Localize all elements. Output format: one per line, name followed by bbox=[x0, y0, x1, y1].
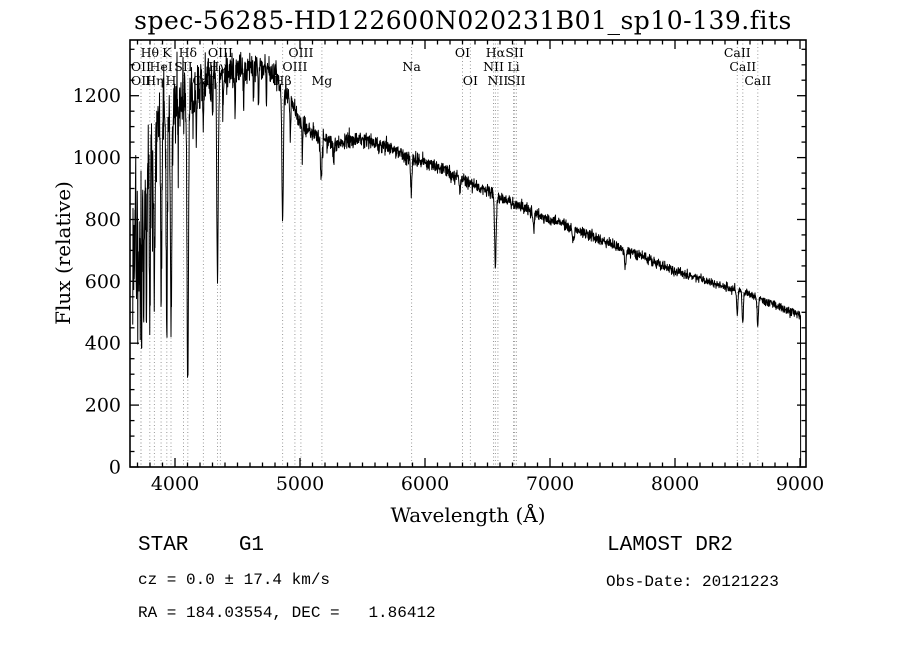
y-tick-label: 600 bbox=[85, 271, 121, 293]
spectral-line-label: Mg bbox=[311, 73, 332, 88]
y-tick-label: 1000 bbox=[73, 147, 121, 169]
x-tick-label: 9000 bbox=[776, 473, 824, 495]
x-tick-label: 4000 bbox=[151, 473, 199, 495]
object-class-label: STAR G1 bbox=[138, 534, 265, 557]
spectral-line-label: NII bbox=[483, 59, 504, 74]
spectral-line-label: OI bbox=[463, 73, 478, 88]
spectral-line-label: CaII bbox=[744, 73, 771, 88]
spectral-line-label: OII bbox=[131, 59, 151, 74]
obs-date-label: Obs-Date: 20121223 bbox=[606, 573, 779, 591]
spectrum-trace bbox=[132, 51, 802, 466]
x-tick-label: 5000 bbox=[276, 473, 324, 495]
y-tick-label: 800 bbox=[85, 209, 121, 231]
spectral-line-label: CaII bbox=[724, 45, 751, 60]
spectral-line-label: SII bbox=[505, 45, 524, 60]
spectral-line-label: K bbox=[162, 45, 172, 60]
tick-labels: 4000 5000 6000 7000 8000 9000 0 200 400 600 800 100… bbox=[73, 85, 825, 495]
spectral-line-label: NII bbox=[487, 73, 508, 88]
spectral-line-label: HeI bbox=[149, 59, 172, 74]
spectral-line-label: CaI bbox=[192, 73, 214, 88]
spectral-line-label: Hα bbox=[486, 45, 506, 60]
spectral-line-label: OI bbox=[455, 45, 470, 60]
spectral-line-markers bbox=[140, 40, 759, 467]
spectral-line-label: Li bbox=[507, 59, 519, 74]
spectral-line-label: Na bbox=[402, 59, 421, 74]
y-tick-label: 400 bbox=[85, 333, 121, 355]
survey-release-label: LAMOST DR2 bbox=[607, 534, 734, 557]
spectral-line-label: Hθ bbox=[141, 45, 159, 60]
spectral-line-label: Hη bbox=[145, 73, 163, 88]
y-tick-label: 1200 bbox=[73, 85, 121, 107]
axis-ticks bbox=[130, 40, 806, 468]
x-axis-label: Wavelength (Å) bbox=[390, 503, 546, 527]
axes-box bbox=[129, 39, 807, 468]
spectral-line-label: CaII bbox=[729, 59, 756, 74]
spectral-line-label: SII bbox=[174, 59, 193, 74]
spectral-line-label: OII bbox=[131, 73, 151, 88]
spectral-line-label: Hγ bbox=[208, 59, 226, 74]
radial-velocity-label: cz = 0.0 ± 17.4 km/s bbox=[138, 571, 331, 589]
plot-title: spec-56285-HD122600N020231B01_sp10-139.f… bbox=[134, 6, 792, 35]
spectral-line-label: SII bbox=[507, 73, 526, 88]
spectral-line-label: OIII bbox=[208, 45, 233, 60]
spectral-line-label: Hδ bbox=[179, 45, 197, 60]
spectral-line-label: H bbox=[166, 73, 177, 88]
spectral-line-label: OIII bbox=[282, 59, 307, 74]
spectral-line-label: Hβ bbox=[274, 73, 292, 88]
y-tick-label: 0 bbox=[109, 457, 121, 479]
x-tick-label: 6000 bbox=[401, 473, 449, 495]
x-tick-label: 7000 bbox=[526, 473, 574, 495]
ra-dec-label: RA = 184.03554, DEC = 1.86412 bbox=[138, 604, 436, 622]
y-axis-label: Flux (relative) bbox=[51, 181, 75, 325]
y-tick-label: 200 bbox=[85, 395, 121, 417]
spectral-line-label: OIII bbox=[288, 45, 313, 60]
x-tick-label: 8000 bbox=[651, 473, 699, 495]
